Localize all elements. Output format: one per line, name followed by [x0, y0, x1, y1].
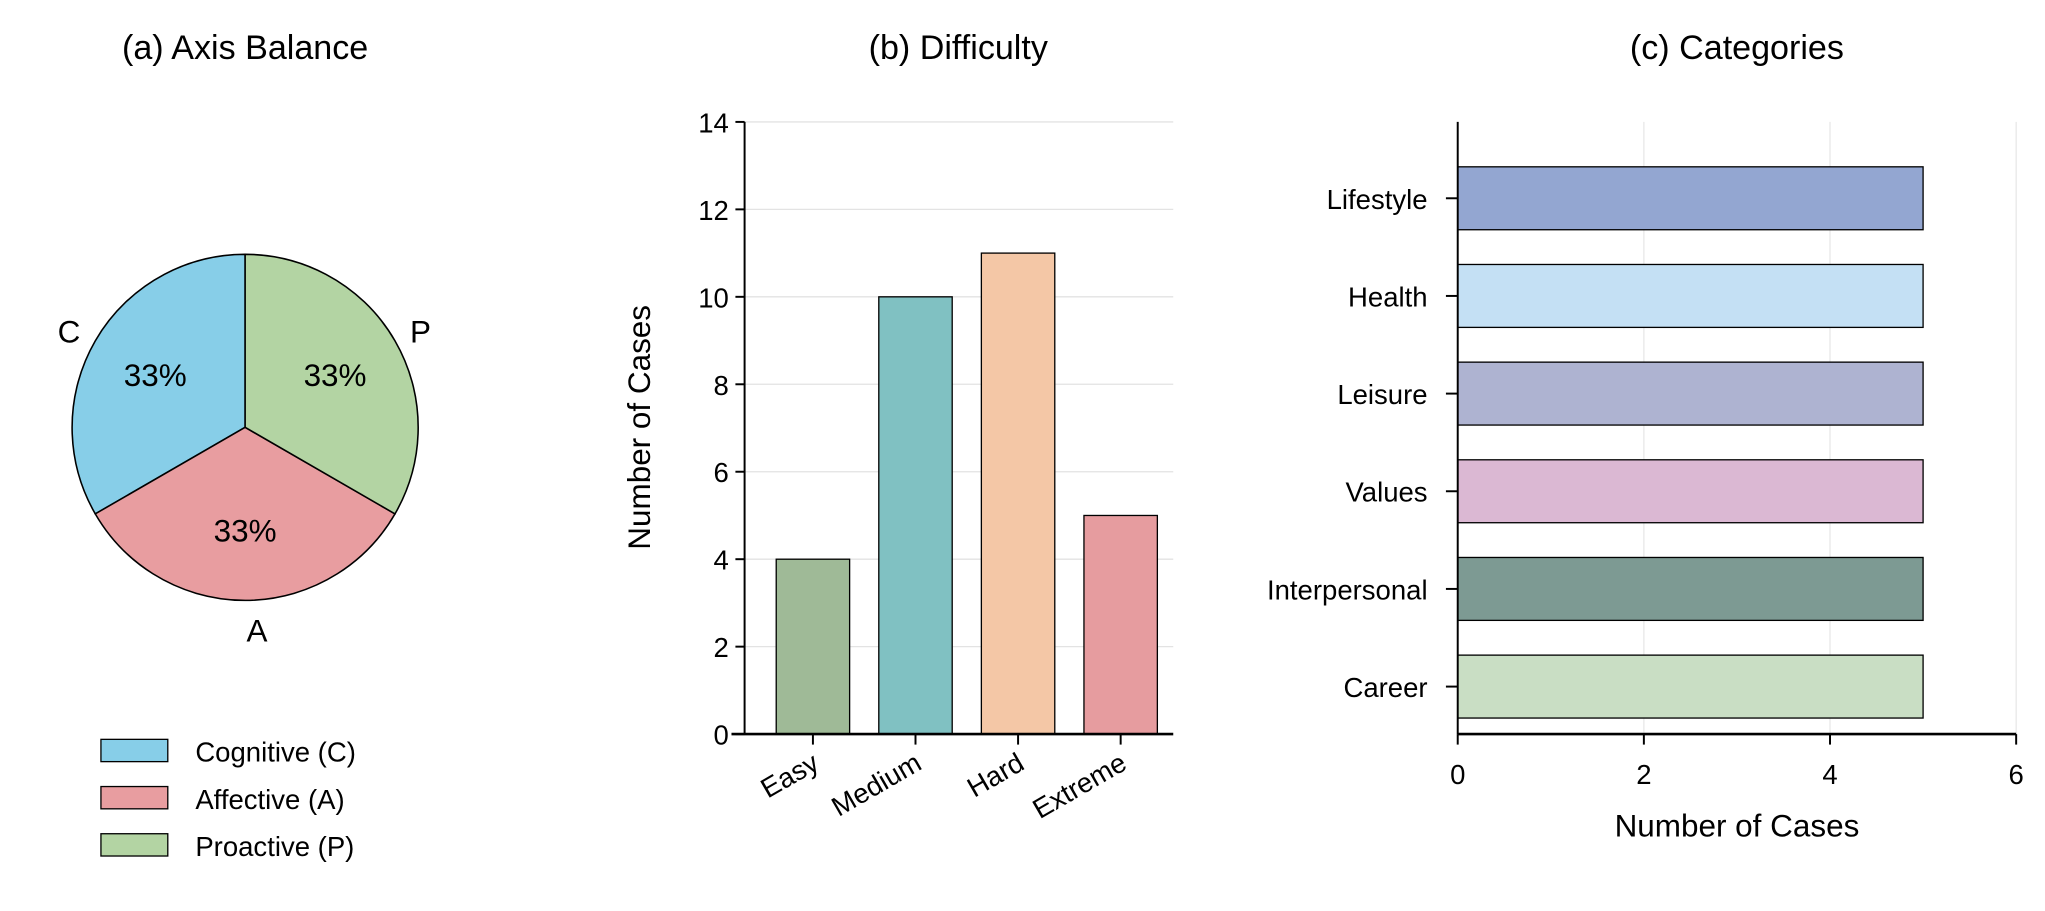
category-bar-chart: 0 2 4 6 Lifestyle Health Leisure Values Interper… — [1267, 121, 2024, 790]
y-tick-label: 2 — [714, 632, 729, 663]
y-tick-label: 12 — [698, 195, 729, 226]
legend-swatch-c — [100, 738, 169, 763]
pie-pct-label: 33% — [214, 514, 277, 549]
x-tick-label: 4 — [1822, 759, 1837, 790]
legend-label: Proactive (P) — [195, 831, 354, 862]
y-tick-label: 0 — [714, 720, 729, 751]
y-tick-label: Leisure — [1337, 379, 1427, 410]
x-tick-label: 6 — [2009, 759, 2024, 790]
x-tick-label: Medium — [826, 747, 926, 823]
hbar-x-axis-label: Number of Cases — [1615, 808, 1860, 843]
y-tick-label: 8 — [714, 370, 729, 401]
bar-easy — [775, 558, 851, 735]
bar-extreme — [1083, 514, 1159, 735]
bar-title: (b) Difficulty — [869, 29, 1048, 67]
y-tick-label: Lifestyle — [1327, 184, 1428, 215]
legend-label: Cognitive (C) — [195, 737, 356, 768]
bar-medium — [878, 296, 953, 735]
pie-slice-c — [71, 253, 246, 515]
pie-chart: C 33% A 33% P 33% — [58, 253, 431, 648]
pie-slice-label: A — [246, 613, 267, 648]
legend-label: Affective (A) — [195, 784, 344, 815]
y-tick-label: Interpersonal — [1267, 574, 1428, 605]
bar-interpersonal — [1457, 556, 1924, 622]
y-tick-label: Career — [1343, 672, 1427, 703]
y-tick-label: 10 — [698, 282, 729, 313]
bar-career — [1457, 654, 1924, 719]
y-tick-label: 14 — [698, 107, 729, 138]
bar-values — [1457, 459, 1924, 524]
x-tick-label: Extreme — [1027, 747, 1131, 825]
pie-legend: Cognitive (C) Affective (A) Proactive (P) — [100, 737, 356, 862]
pie-slice-label: C — [58, 315, 81, 350]
pie-pct-label: 33% — [124, 358, 187, 393]
x-tick-label: 2 — [1636, 759, 1651, 790]
y-tick-label: Values — [1345, 477, 1427, 508]
bar-health — [1457, 263, 1924, 329]
y-tick-label: Health — [1348, 281, 1428, 312]
bar-y-axis-label: Number of Cases — [622, 305, 657, 550]
x-tick-label: Hard — [962, 747, 1029, 804]
hbar-title: (c) Categories — [1630, 29, 1844, 67]
pie-slice-label: P — [410, 315, 431, 350]
legend-swatch-p — [100, 833, 169, 857]
bar-hard — [980, 252, 1056, 735]
x-tick-label: 0 — [1450, 759, 1465, 790]
x-tick-label: Easy — [755, 746, 824, 804]
bar-leisure — [1457, 361, 1924, 426]
pie-title: (a) Axis Balance — [122, 29, 368, 67]
y-tick-label: 4 — [714, 545, 729, 576]
bar-lifestyle — [1457, 166, 1924, 231]
pie-pct-label: 33% — [304, 358, 367, 393]
legend-swatch-a — [100, 785, 169, 810]
y-tick-label: 6 — [714, 457, 729, 488]
pie-slice-p — [244, 253, 419, 515]
